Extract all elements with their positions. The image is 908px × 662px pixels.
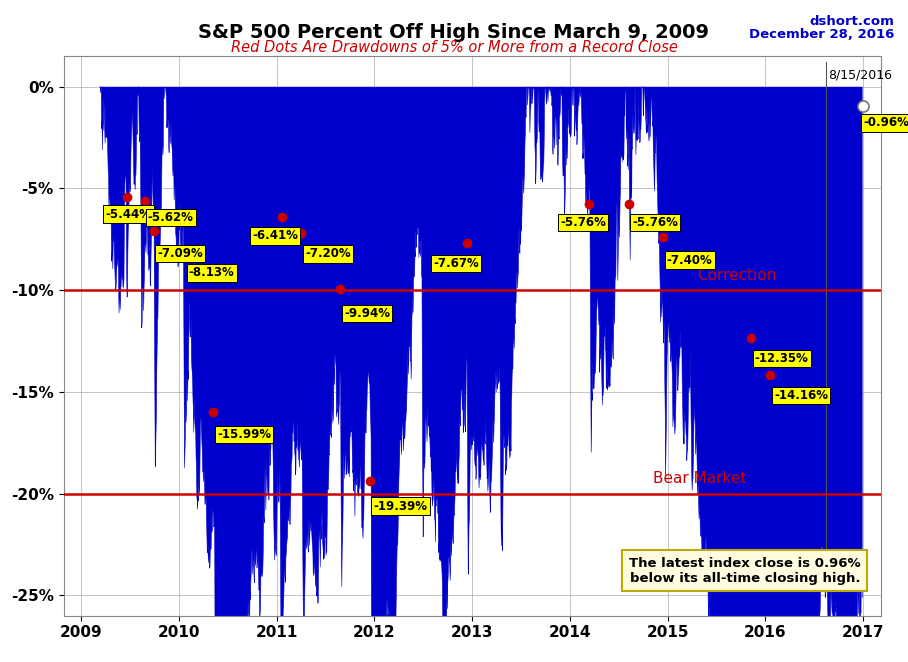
Text: December 28, 2016: December 28, 2016 — [749, 28, 894, 42]
Text: 8/15/2016: 8/15/2016 — [828, 68, 893, 81]
Text: -8.13%: -8.13% — [189, 266, 234, 279]
Text: -5.62%: -5.62% — [148, 211, 193, 224]
Text: Red Dots Are Drawdowns of 5% or More from a Record Close: Red Dots Are Drawdowns of 5% or More fro… — [231, 40, 677, 55]
Text: -12.35%: -12.35% — [755, 352, 808, 365]
Text: -7.20%: -7.20% — [305, 248, 350, 260]
Text: -15.99%: -15.99% — [217, 428, 271, 442]
Text: -7.40%: -7.40% — [666, 254, 713, 267]
Text: -5.76%: -5.76% — [560, 216, 606, 229]
Text: -9.94%: -9.94% — [344, 307, 390, 320]
Text: -14.16%: -14.16% — [775, 389, 828, 402]
Text: -6.41%: -6.41% — [252, 229, 298, 242]
Text: -19.39%: -19.39% — [373, 500, 428, 512]
Text: -0.96%: -0.96% — [864, 117, 908, 130]
Text: Bear Market: Bear Market — [653, 471, 746, 487]
Text: Correction: Correction — [697, 268, 776, 283]
Text: -7.09%: -7.09% — [157, 248, 203, 260]
Text: The latest index close is 0.96%
below its all-time closing high.: The latest index close is 0.96% below it… — [628, 557, 861, 585]
Text: -5.76%: -5.76% — [633, 216, 678, 229]
Text: S&P 500 Percent Off High Since March 9, 2009: S&P 500 Percent Off High Since March 9, … — [199, 23, 709, 42]
Text: dshort.com: dshort.com — [810, 15, 894, 28]
Text: -5.44%: -5.44% — [105, 208, 152, 220]
Text: -7.67%: -7.67% — [433, 257, 479, 270]
